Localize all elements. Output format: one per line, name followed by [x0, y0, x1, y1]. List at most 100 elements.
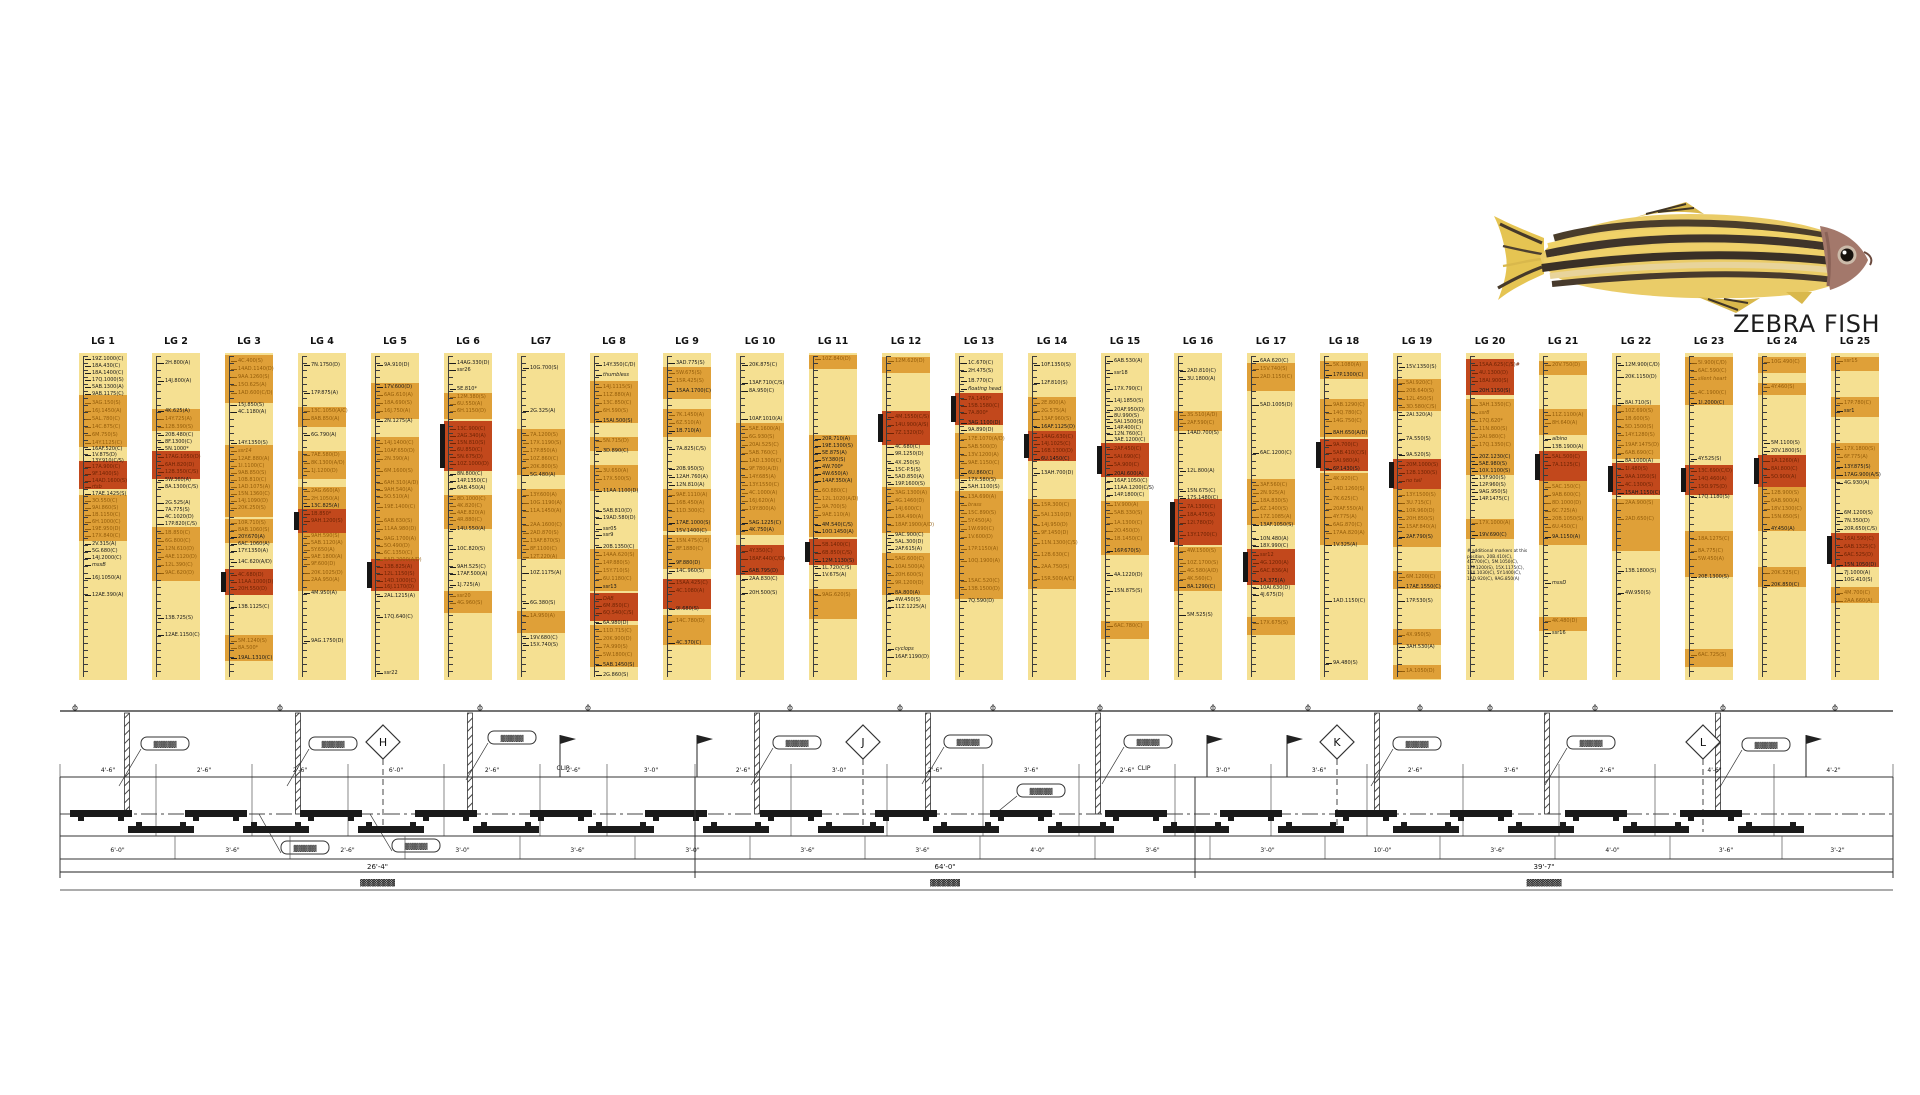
marker-label: 5AL.500(C) [1545, 455, 1580, 460]
marker-label: 17P.780(C) [1837, 401, 1871, 406]
marker-label: 13Y.1500(S) [1399, 493, 1436, 498]
marker-label: 6AC.525(D) [1837, 553, 1873, 558]
rail-segment [473, 826, 539, 833]
flag-icon [1287, 735, 1303, 744]
marker-label: 14J.2000(C) [85, 556, 122, 561]
marker-label: 9AH.1200(S) [304, 519, 343, 524]
marker-label: 2AD.870(S) [523, 531, 559, 536]
marker-label: 12N.760(C) [1107, 432, 1143, 437]
grid-letter: L [1700, 736, 1707, 749]
marker-label: 17AA.820(A) [1326, 531, 1365, 536]
marker-label: 5N.1000* [158, 447, 189, 452]
marker-label: 16J.620(A) [742, 499, 775, 504]
marker-label: 5AE.980(S) [1472, 462, 1507, 467]
marker-label: 6M.1600(S) [377, 469, 413, 474]
marker-label: 20V.750(D) [1545, 363, 1580, 368]
marker-label: 1J.725(A) [450, 583, 480, 588]
dimension-label: 4'-2" [1826, 767, 1840, 774]
rail-foot [1330, 822, 1336, 826]
marker-label: 2G.525(A) [158, 501, 191, 506]
marker-label: 2G.860(S) [596, 673, 628, 678]
marker-label: 19E.1300(S) [815, 444, 853, 449]
marker-label: 14AD.700(S) [1180, 431, 1219, 436]
marker-label: 14AF.350(A) [815, 479, 852, 484]
marker-label: 6O.880(C) [815, 489, 847, 494]
cm-ruler [229, 356, 235, 677]
cm-ruler [1397, 356, 1403, 677]
marker-label: 9AH.590(S) [304, 534, 339, 539]
marker-label: 15N.1360(C) [231, 492, 270, 497]
marker-label: 3AG.150(S) [85, 401, 121, 406]
marker-label: 16AF.1190(D) [888, 655, 929, 660]
dimension-label: 2'-6" [340, 847, 354, 854]
marker-label: 16AF.520(C) [85, 447, 122, 452]
cm-ruler [1616, 356, 1622, 677]
marker-label: 1B.1450(C) [1107, 537, 1142, 542]
marker-label: 13B.725(S) [158, 616, 193, 621]
marker-label: 9AI.860(S) [85, 506, 118, 511]
rail-segment [358, 826, 424, 833]
lg-header: LG 21 [1547, 336, 1579, 347]
marker-label: 12T.220(A) [523, 555, 557, 560]
marker-label: 5N.675(D) [450, 455, 483, 460]
callout-text: ▓▓▓▓▓ [1029, 788, 1052, 796]
centromere-mark [1170, 502, 1175, 542]
chromosome-bar: 10Z.840(D) 20R.710(A) 19E.1300(S) 5E.875(A)… [805, 353, 858, 680]
construction-drawing: H J K L▓▓▓▓▓ ▓▓▓▓▓▓▓▓▓▓▓▓▓▓▓ ▓▓▓▓▓ ▓▓▓▓▓ ▓▓▓▓▓ ▓… [59, 704, 1894, 891]
callout-leader [921, 746, 945, 785]
marker-label: 16AF.1050(C) [1107, 479, 1148, 484]
marker-label: 10F.1350(S) [1034, 363, 1071, 368]
marker-label: 2N.390(A) [377, 457, 409, 462]
rail-foot [1445, 822, 1451, 826]
marker-label: msxB [85, 563, 106, 568]
marker-label: ssr20 [450, 594, 471, 599]
marker-label: 14D.1260(S) [1326, 487, 1365, 492]
marker-label: 14P.1350(C) [450, 479, 487, 484]
marker-label: 10Z.1700(S) [1180, 561, 1218, 566]
rail-foot [1498, 817, 1504, 821]
marker-label: 10AF.1010(A) [742, 417, 783, 422]
marker-label: 5AI.1310(D) [1034, 513, 1071, 518]
marker-label: 15N.650(S) [1764, 515, 1799, 520]
marker-label: 6AB.900(A) [1764, 499, 1800, 504]
marker-label: 2AF.450(C) [1107, 447, 1141, 452]
rail-foot [308, 817, 314, 821]
callout-text: ▓▓▓▓▓ [321, 741, 344, 749]
clip-label: CLIP [557, 765, 570, 772]
marker-label: 2AG.340(A) [450, 434, 486, 439]
rail-foot [1038, 817, 1044, 821]
centromere-mark [294, 512, 299, 530]
marker-label: 4M.700(C) [1837, 591, 1870, 596]
rail-foot [826, 822, 832, 826]
rail-foot [251, 822, 257, 826]
hanger-rod [1095, 712, 1101, 815]
callout-bubble [1566, 735, 1616, 750]
marker-label: 7N.1750(D) [304, 363, 340, 368]
callout-bubble [391, 838, 441, 853]
callout-leader [1544, 747, 1568, 786]
cm-ruler [886, 356, 892, 677]
chromosome-bar: 20K.875(C) 13AF.710(C/S) 8A.950(C) 10AF.101… [736, 353, 785, 680]
marker-label: no tail [1399, 479, 1422, 484]
marker-label: 20B.1350(C) [596, 545, 635, 550]
cm-ruler [1032, 356, 1038, 677]
marker-label: 9AA.1050(S) [1618, 475, 1656, 480]
marker-label: 20R.650(C/S) [1837, 527, 1877, 532]
marker-label: 13F.900(S) [1472, 476, 1506, 481]
marker-label: 15J.850(S) [231, 403, 264, 408]
lg-header: LG 19 [1401, 336, 1433, 347]
clip-label: CLIP [1138, 765, 1151, 772]
linkage-group-column: LG 5 9A.910(D) 17V.600(D) 6AG.610(A) 18A.690… [367, 336, 422, 680]
marker-label: 8AI.800(C) [1764, 467, 1798, 472]
marker-label: 8K.1300(A/D) [304, 461, 345, 466]
chromosome-band [590, 437, 638, 451]
linkage-group-column: LG 20 15AA.625(C/S)# 4U.1300(D) 18AI.900(S)… [1466, 336, 1527, 680]
marker-label: 9R.1200(D) [888, 581, 924, 586]
marker-label: 10G.490(C) [1764, 360, 1800, 365]
marker-label: 8A.950(C) [742, 389, 774, 394]
marker-label: 19E.1400(C) [377, 505, 415, 510]
marker-label: 17AE.1000(S) [669, 521, 710, 526]
marker-label: 6AB.530(A) [1107, 359, 1143, 364]
marker-label: 4K.560(C) [1180, 577, 1212, 582]
rail-foot [1100, 822, 1106, 826]
